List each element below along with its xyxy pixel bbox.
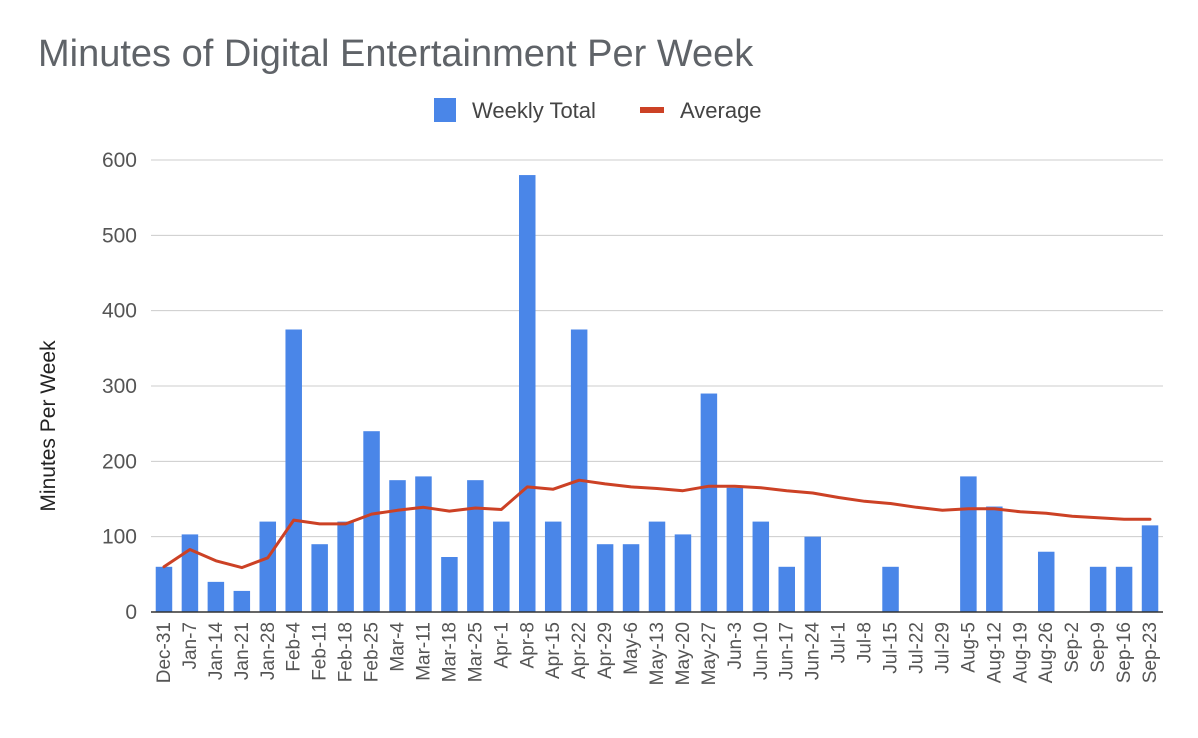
bar-may-6 [622,544,640,612]
x-tick-label: Mar-18 [439,622,460,682]
x-tick-label: Sep-23 [1140,622,1161,683]
x-tick-label: Jun-10 [751,622,772,680]
x-tick-label: Apr-8 [517,622,538,668]
x-tick-label: Feb-11 [310,622,331,681]
x-tick-label: Jul-29 [932,622,953,674]
line-average [162,478,1152,570]
bar-jan-21 [233,590,251,612]
y-axis-label: Minutes Per Week [37,340,60,512]
legend-swatch-average [640,107,664,113]
x-tick-label: Mar-11 [413,622,434,681]
y-tick-label: 100 [102,526,137,549]
x-tick-label: Jul-22 [906,622,927,674]
x-tick-label: Feb-18 [336,622,357,682]
chart-title: Minutes of Digital Entertainment Per Wee… [38,33,754,75]
x-tick-label: Jun-3 [725,622,746,670]
y-tick-label: 600 [102,149,137,172]
bar-apr-8 [519,175,536,613]
x-tick-label: Jan-28 [258,622,279,680]
legend-label-weekly-total: Weekly Total [472,98,596,123]
x-tick-labels: Dec-31 Jan-7 Jan-14 Jan-21 Jan-28 Feb-4 Feb-11… [154,622,1161,686]
bar-may-27 [700,393,718,612]
bar-jun-17 [778,566,795,612]
legend-label-average: Average [680,98,762,123]
x-tick-label: Jan-14 [206,622,227,681]
average-line [162,478,1152,570]
bar-mar-18 [441,557,458,612]
bar-apr-29 [596,544,614,612]
bar-jan-7 [181,534,199,612]
x-tick-label: Apr-1 [491,622,512,668]
x-tick-label: Jul-1 [829,622,850,663]
bar-mar-4 [389,480,406,612]
x-tick-label: Feb-4 [284,622,305,672]
y-tick-label: 400 [102,300,137,323]
y-tick-label: 200 [102,450,137,473]
bar-aug-5 [960,476,977,612]
bar-may-20 [674,534,692,612]
x-tick-label: Jul-8 [855,622,876,663]
y-tick-label: 300 [102,375,137,398]
x-tick-label: Apr-15 [543,622,564,679]
bar-jul-15 [882,566,899,612]
bars-weekly-total [155,175,1159,613]
x-tick-label: Aug-5 [958,622,979,673]
bar-sep-16 [1115,566,1133,612]
bar-aug-26 [1037,551,1055,612]
x-tick-label: Feb-25 [362,622,383,682]
bar-feb-4 [285,329,302,612]
bar-apr-1 [493,521,510,612]
x-tick-label: May-6 [621,622,642,675]
x-tick-label: May-13 [647,622,668,685]
x-tick-label: Dec-31 [154,622,175,683]
x-tick-label: Jun-24 [803,622,824,681]
x-tick-label: Aug-26 [1036,622,1057,683]
bar-mar-11 [415,476,432,612]
x-tick-label: Sep-9 [1088,622,1109,673]
bar-may-13 [648,521,666,612]
bar-jun-24 [804,536,821,612]
x-tick-label: Jan-21 [232,622,253,680]
x-tick-label: Apr-29 [595,622,616,679]
x-tick-label: May-27 [699,622,720,685]
bar-jun-10 [752,521,770,612]
x-tick-label: Apr-22 [569,622,590,679]
bar-jun-3 [726,487,744,612]
bar-aug-12 [986,506,1003,612]
x-tick-label: Mar-4 [388,622,409,672]
bar-apr-22 [570,329,588,612]
x-tick-label: Sep-2 [1062,622,1083,673]
x-tick-label: Sep-16 [1114,622,1135,683]
bar-apr-15 [544,521,562,612]
x-tick-label: May-20 [673,622,694,685]
bar-sep-23 [1141,525,1159,612]
legend-swatch-weekly-total [434,98,456,122]
bar-mar-25 [467,480,484,612]
legend: Weekly Total Average [434,98,762,123]
x-tick-label: Jun-17 [777,622,798,680]
y-tick-label: 0 [125,601,137,624]
bar-sep-9 [1089,566,1107,612]
bar-feb-25 [363,431,380,612]
bar-jan-28 [259,521,277,612]
x-tick-label: Aug-19 [1010,622,1031,683]
x-tick-label: Aug-12 [984,622,1005,683]
bar-feb-18 [337,521,354,612]
bar-feb-11 [311,544,328,612]
y-tick-labels: 0 100 200 300 400 500 600 [102,149,137,624]
x-tick-label: Jul-15 [881,622,902,674]
grid-layer [151,159,1163,538]
x-tick-label: Jan-7 [180,622,201,670]
x-tick-label: Mar-25 [465,622,486,682]
bar-jan-14 [207,581,225,612]
y-tick-label: 500 [102,224,137,247]
bar-dec-31 [155,566,173,612]
